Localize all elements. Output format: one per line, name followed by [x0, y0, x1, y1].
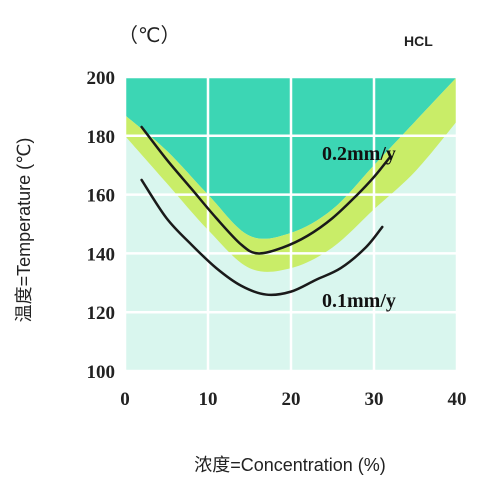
plot-area — [125, 77, 457, 371]
series-label-0.2mm-y: 0.2mm/y — [322, 143, 396, 165]
series-line-0.1mm-y — [140, 178, 384, 297]
chart-title: HCL — [404, 33, 433, 49]
y-tick-label: 180 — [87, 127, 116, 148]
grid-lines — [125, 77, 457, 371]
series-line-0.2mm-y — [140, 125, 392, 255]
y-tick-label: 100 — [87, 362, 116, 383]
y-axis-ticks: 100 120 140 160 180 200 — [87, 68, 116, 383]
y-tick-label: 160 — [87, 186, 116, 207]
x-tick-label: 30 — [365, 389, 384, 410]
x-tick-label: 20 — [282, 389, 301, 410]
x-tick-label: 40 — [448, 389, 467, 410]
unit-label: （℃） — [118, 24, 180, 47]
x-axis-ticks: 0 10 20 30 40 — [120, 389, 466, 410]
x-axis-label: 浓度=Concentration (%) — [194, 455, 386, 475]
y-axis-label: 温度=Temperature (℃) — [14, 138, 34, 323]
series-label-0.1mm-y: 0.1mm/y — [322, 290, 396, 312]
y-tick-label: 140 — [87, 244, 116, 265]
y-tick-label: 200 — [87, 68, 116, 89]
y-tick-label: 120 — [87, 303, 116, 324]
x-tick-label: 0 — [120, 389, 130, 410]
x-tick-label: 10 — [199, 389, 218, 410]
